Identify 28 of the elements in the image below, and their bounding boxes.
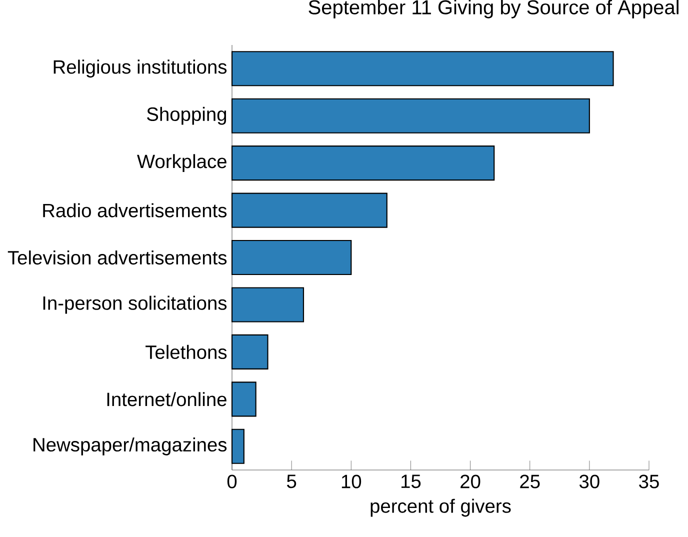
y-tick-label: Radio advertisements <box>43 203 227 218</box>
x-tick-label: 15 <box>402 474 421 488</box>
chart-title: September 11 Giving by Source of Appeal <box>308 0 678 18</box>
x-tick-label: 0 <box>227 474 237 488</box>
y-tick-label: Workplace <box>137 154 226 172</box>
bar <box>231 428 244 464</box>
y-tick-label: In-person solicitations <box>43 296 227 314</box>
bar <box>231 382 256 417</box>
y-tick-label: Religious institutions <box>54 60 227 78</box>
y-tick-label: Telethons <box>146 344 227 360</box>
bar <box>231 51 614 86</box>
bar <box>231 192 388 228</box>
x-tick-label: 25 <box>520 474 540 488</box>
y-tick-label: Television advertisements <box>8 250 227 265</box>
y-tick-label: Shopping <box>147 106 226 125</box>
x-tick-label: 20 <box>460 474 480 488</box>
bar <box>231 334 268 370</box>
x-tick-label: 35 <box>639 474 659 488</box>
bar <box>231 287 304 322</box>
y-tick-label: Newspaper/magazines <box>34 437 227 456</box>
bar <box>231 240 352 276</box>
bar <box>231 146 495 181</box>
bar <box>231 98 590 134</box>
x-axis-title: percent of givers <box>370 498 511 517</box>
x-tick-label: 5 <box>287 474 296 488</box>
x-tick-label: 30 <box>579 474 600 488</box>
x-tick-label: 10 <box>342 474 362 488</box>
y-tick-label: Internet/online <box>107 392 226 406</box>
